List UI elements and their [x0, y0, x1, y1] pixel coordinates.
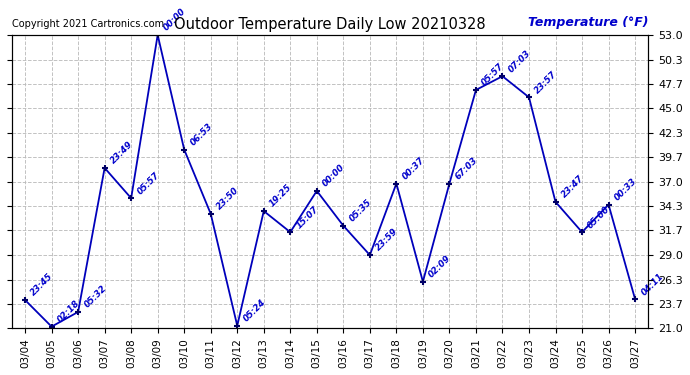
Text: 23:59: 23:59: [374, 227, 400, 253]
Text: 15:07: 15:07: [295, 204, 320, 230]
Text: Temperature (°F): Temperature (°F): [528, 16, 649, 29]
Text: 05:57: 05:57: [135, 170, 161, 196]
Text: 23:47: 23:47: [560, 174, 586, 200]
Text: 19:25: 19:25: [268, 183, 294, 209]
Text: 02:09: 02:09: [427, 254, 453, 279]
Text: 07:03: 07:03: [506, 48, 533, 74]
Text: 04:11: 04:11: [639, 271, 665, 297]
Text: 00:00: 00:00: [162, 7, 188, 33]
Text: 00:00: 00:00: [321, 163, 347, 189]
Text: 06:53: 06:53: [188, 122, 214, 147]
Text: 05:00: 05:00: [586, 204, 612, 230]
Text: 05:32: 05:32: [82, 284, 108, 310]
Text: 00:33: 00:33: [613, 177, 638, 203]
Text: 23:50: 23:50: [215, 186, 241, 211]
Text: 05:24: 05:24: [241, 298, 267, 324]
Text: Copyright 2021 Cartronics.com: Copyright 2021 Cartronics.com: [12, 19, 164, 29]
Text: 23:57: 23:57: [533, 69, 559, 95]
Text: 67:03: 67:03: [453, 156, 480, 182]
Text: 23:45: 23:45: [29, 272, 55, 298]
Text: 02:18: 02:18: [56, 298, 81, 324]
Text: 05:35: 05:35: [348, 198, 373, 223]
Text: 00:37: 00:37: [400, 156, 426, 182]
Title: Outdoor Temperature Daily Low 20210328: Outdoor Temperature Daily Low 20210328: [175, 17, 486, 32]
Text: 23:49: 23:49: [109, 140, 135, 166]
Text: 05:57: 05:57: [480, 62, 506, 88]
